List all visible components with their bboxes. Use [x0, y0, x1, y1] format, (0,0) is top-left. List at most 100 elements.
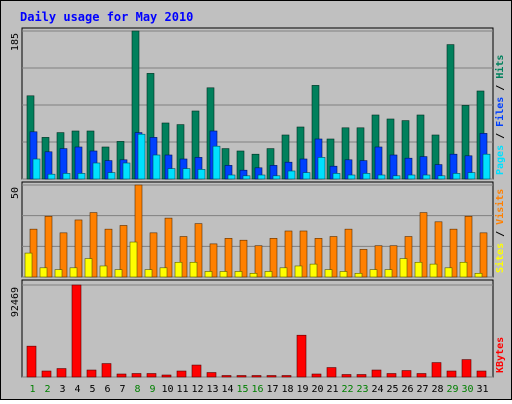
bar-pages: [422, 174, 431, 180]
bar-kbytes: [446, 370, 457, 378]
panel-frame: [21, 279, 494, 378]
bar-kbytes: [461, 359, 472, 378]
x-tick-label: 8: [134, 384, 140, 395]
bar-pages: [437, 175, 446, 180]
bar-visits: [329, 236, 338, 278]
x-tick-label: 9: [149, 384, 155, 395]
y-max-label: 50: [10, 187, 21, 199]
bar-kbytes: [161, 374, 172, 378]
bar-pages: [92, 162, 101, 180]
x-tick-label: 30: [461, 384, 473, 395]
bar-sites: [84, 258, 93, 278]
legend-separator: /: [495, 79, 506, 97]
bar-kbytes: [206, 372, 217, 378]
bar-visits: [344, 228, 353, 278]
x-tick-label: 13: [206, 384, 218, 395]
bar-kbytes: [86, 369, 97, 378]
bar-pages: [287, 170, 296, 180]
bar-sites: [234, 271, 243, 278]
x-tick-label: 12: [191, 384, 203, 395]
bar-visits: [209, 243, 218, 278]
bar-sites: [339, 271, 348, 278]
bar-kbytes: [266, 375, 277, 378]
bar-kbytes: [71, 284, 82, 378]
bar-visits: [224, 238, 233, 278]
bar-kbytes: [311, 373, 322, 378]
bar-visits: [179, 236, 188, 278]
x-tick-label: 4: [74, 384, 80, 395]
bar-sites: [294, 265, 303, 278]
bar-sites: [444, 267, 453, 278]
x-tick-label: 25: [386, 384, 398, 395]
bar-visits: [254, 245, 263, 278]
bar-pages: [137, 133, 146, 180]
bar-pages: [347, 174, 356, 180]
legend-pages: Pages: [495, 145, 506, 175]
bar-sites: [54, 269, 63, 278]
bar-sites: [369, 269, 378, 278]
bar-sites: [129, 241, 138, 278]
bar-visits: [59, 232, 68, 278]
bar-visits: [434, 221, 443, 278]
bar-kbytes: [146, 373, 157, 378]
bar-pages: [257, 174, 266, 180]
bar-sites: [354, 273, 363, 278]
bar-visits: [269, 238, 278, 278]
legend-visits: Visits: [494, 189, 506, 225]
bar-pages: [182, 168, 191, 180]
bar-kbytes: [251, 375, 262, 378]
x-tick-label: 15: [236, 384, 248, 395]
x-tick-label: 26: [401, 384, 413, 395]
x-tick-label: 29: [446, 384, 458, 395]
bar-visits: [44, 215, 53, 278]
bar-sites: [309, 263, 318, 278]
bar-sites: [204, 271, 213, 278]
bar-kbytes: [401, 370, 412, 378]
bar-sites: [279, 267, 288, 278]
bar-kbytes: [191, 364, 202, 378]
bar-kbytes: [41, 370, 52, 378]
bar-visits: [119, 225, 128, 278]
bar-sites: [69, 267, 78, 278]
bar-kbytes: [56, 368, 67, 378]
x-tick-label: 16: [251, 384, 263, 395]
bar-pages: [317, 157, 326, 180]
bar-sites: [459, 261, 468, 278]
bar-kbytes: [236, 375, 247, 378]
bar-kbytes: [26, 345, 37, 378]
bar-visits: [239, 239, 248, 278]
x-tick-label: 1: [29, 384, 35, 395]
bar-pages: [47, 173, 56, 180]
bar-sites: [159, 267, 168, 278]
bar-visits: [194, 223, 203, 278]
bar-kbytes: [326, 367, 337, 378]
bar-sites: [249, 273, 258, 278]
x-tick-label: 28: [431, 384, 443, 395]
legend-separator: /: [495, 127, 506, 145]
x-tick-label: 3: [59, 384, 65, 395]
bar-pages: [167, 168, 176, 180]
bar-sites: [399, 258, 408, 278]
bar-pages: [77, 173, 86, 180]
legend-sites: Sites: [494, 243, 506, 273]
bar-pages: [302, 172, 311, 180]
bar-sites: [144, 269, 153, 278]
bar-visits: [359, 249, 368, 278]
bar-sites: [189, 261, 198, 278]
x-tick-label: 18: [281, 384, 293, 395]
bar-visits: [314, 238, 323, 278]
bar-pages: [242, 175, 251, 180]
bar-visits: [479, 232, 488, 278]
x-tick-label: 7: [119, 384, 125, 395]
bar-kbytes: [131, 373, 142, 378]
bar-sites: [414, 261, 423, 278]
bar-files: [389, 154, 398, 180]
bar-kbytes: [386, 373, 397, 378]
x-tick-label: 11: [176, 384, 188, 395]
x-tick-label: 23: [356, 384, 368, 395]
bar-sites: [114, 269, 123, 278]
bar-pages: [482, 153, 491, 180]
bar-kbytes: [221, 375, 232, 378]
bar-files: [374, 146, 383, 180]
bar-pages: [62, 173, 71, 180]
